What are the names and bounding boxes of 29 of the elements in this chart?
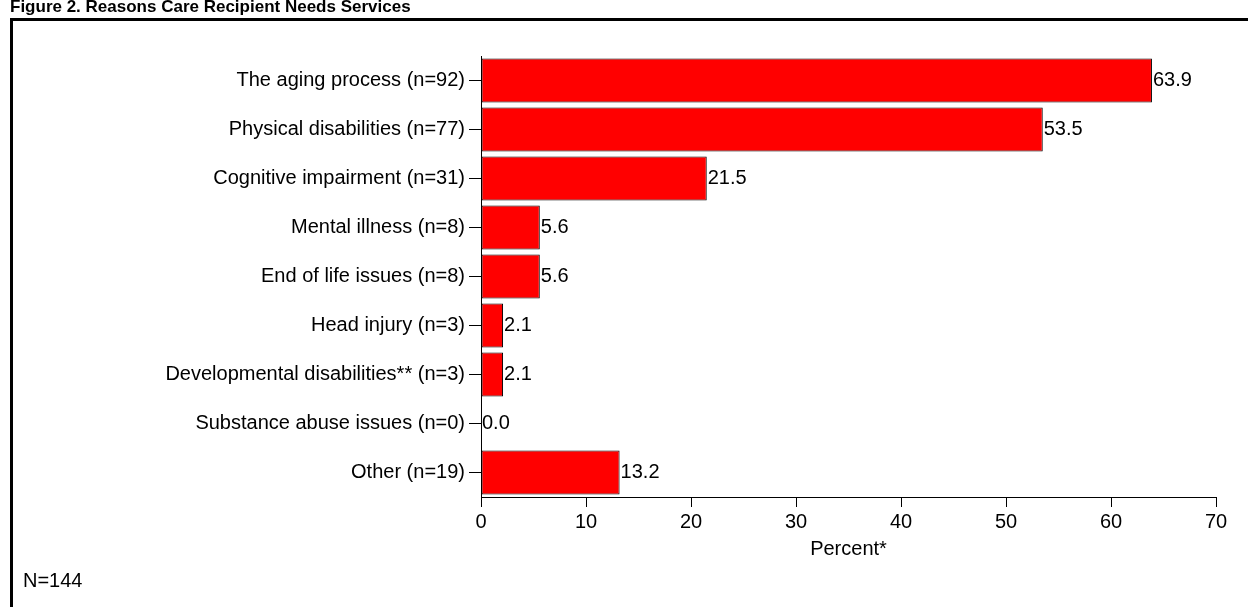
x-tick-label: 70 [1204, 509, 1228, 532]
x-tick-label: 50 [994, 509, 1018, 532]
x-tick-label: 30 [784, 509, 808, 532]
x-tick-label: 20 [679, 509, 703, 532]
y-tick-label: End of life issues (n=8) [261, 264, 465, 287]
y-tick-label: Substance abuse issues (n=0) [195, 411, 465, 434]
x-tick-label: 40 [889, 509, 913, 532]
x-tick-label: 0 [475, 509, 487, 532]
x-axis-title: Percent* [810, 536, 888, 559]
data-label: 21.5 [707, 166, 747, 189]
text: Figure 2. Reasons Care Recipient Needs Services [10, 0, 411, 17]
data-label: 53.5 [1043, 117, 1083, 140]
data-label: 5.6 [540, 215, 569, 238]
data-label: 63.9 [1152, 68, 1192, 91]
y-tick-label: Physical disabilities (n=77) [228, 117, 465, 140]
text: N=144 [23, 569, 83, 592]
data-label: 5.6 [540, 264, 569, 287]
data-label: 13.2 [620, 460, 660, 483]
y-tick-label: Other (n=19) [351, 460, 465, 483]
y-tick-label: Developmental disabilities** (n=3) [165, 362, 465, 385]
data-label: 0.0 [482, 411, 510, 434]
x-tick-label: 10 [574, 509, 598, 532]
y-tick-label: Head injury (n=3) [311, 313, 465, 336]
y-tick-label: Mental illness (n=8) [291, 215, 465, 238]
data-label: 2.1 [504, 313, 532, 336]
x-tick-label: 60 [1099, 509, 1123, 532]
y-tick-label: The aging process (n=92) [236, 68, 465, 91]
data-label: 2.1 [504, 362, 532, 385]
y-tick-label: Cognitive impairment (n=31) [213, 166, 465, 189]
